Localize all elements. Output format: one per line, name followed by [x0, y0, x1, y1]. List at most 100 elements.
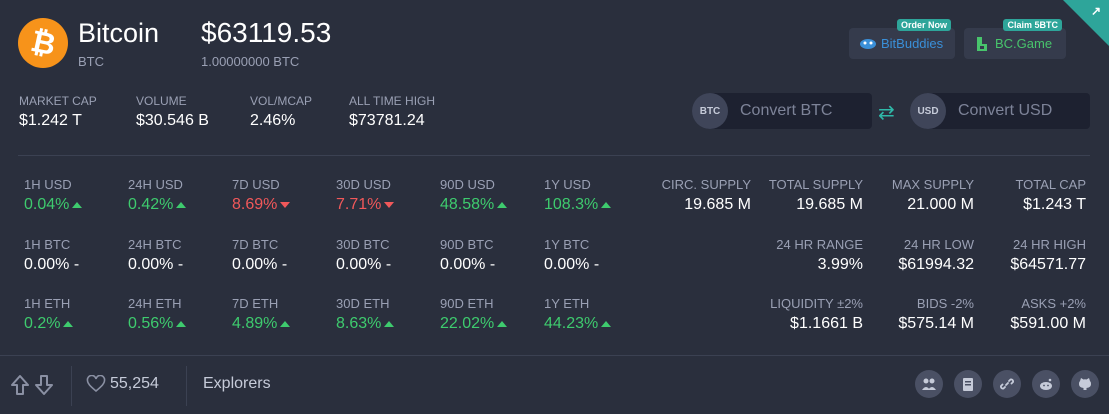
change-1h-eth: 1H ETH 0.2% [24, 296, 74, 333]
change-label: 1Y USD [544, 177, 591, 192]
triangle-down-icon [384, 201, 395, 208]
stat-value: $591.00 M [1010, 315, 1086, 332]
btc-tag: BTC [692, 93, 728, 129]
coin-symbol: BTC [78, 54, 104, 69]
stat-value: $1.243 T [1023, 196, 1086, 213]
stat-label: TOTAL CAP [1015, 177, 1086, 192]
reddit-icon[interactable] [1032, 370, 1060, 398]
swap-arrows-icon[interactable]: ⇄ [878, 102, 895, 124]
partner-label: BC.Game [995, 36, 1053, 51]
change-1h-usd: 1H USD 0.04% [24, 177, 83, 214]
stat-max-supply: MAX SUPPLY 21.000 M [892, 177, 974, 214]
change-value: 0.42% [128, 196, 174, 213]
stat-24hr-low: 24 HR LOW $61994.32 [898, 237, 974, 274]
coin-name: Bitcoin [78, 18, 160, 48]
community-icon[interactable] [915, 370, 943, 398]
stat-label: MARKET CAP [19, 94, 97, 108]
change-24h-eth: 24H ETH 0.56% [128, 296, 187, 333]
price-btc: 1.00000000 BTC [201, 54, 300, 69]
change-1y-eth: 1Y ETH 44.23% [544, 296, 612, 333]
change-90d-usd: 90D USD 48.58% [440, 177, 508, 214]
stat-24hr-high: 24 HR HIGH $64571.77 [1010, 237, 1086, 274]
stat-value: 3.99% [817, 256, 863, 273]
change-1y-usd: 1Y USD 108.3% [544, 177, 612, 214]
convert-usd-field: USD [910, 93, 1090, 129]
bitcoin-logo-icon: ₿ [18, 18, 68, 68]
change-value: 22.02% [440, 315, 495, 332]
change-label: 24H BTC [128, 237, 182, 252]
stat-asks: ASKS +2% $591.00 M [1010, 296, 1086, 333]
stat-label: ALL TIME HIGH [349, 94, 436, 108]
change-value: 8.63% [336, 315, 382, 332]
change-30d-btc: 30D BTC 0.00% - [336, 237, 391, 274]
triangle-up-icon [601, 320, 612, 327]
change-label: 1H BTC [24, 237, 71, 252]
convert-usd-input[interactable] [946, 101, 1090, 121]
change-value: 0.00% - [232, 256, 288, 273]
change-1y-btc: 1Y BTC 0.00% - [544, 237, 599, 274]
explorers-dropdown[interactable]: Explorers [203, 375, 271, 392]
stat-value: 19.685 M [684, 196, 751, 213]
change-label: 7D USD [232, 177, 280, 192]
partner-bcgame-button[interactable]: Claim 5BTC BC.Game [964, 19, 1066, 59]
change-label: 24H USD [128, 177, 183, 192]
change-value: 0.00% - [128, 256, 184, 273]
link-icon[interactable] [993, 370, 1021, 398]
triangle-up-icon [497, 320, 508, 327]
like-count: 55,254 [110, 375, 159, 392]
change-value: 0.00% - [544, 256, 600, 273]
bcgame-logo-icon [977, 36, 987, 51]
stat-label: 24 HR HIGH [1013, 237, 1086, 252]
arrow-up-right-icon[interactable]: ↗ [1090, 4, 1101, 18]
downvote-arrow-icon[interactable] [34, 374, 54, 396]
change-label: 90D USD [440, 177, 495, 192]
change-7d-usd: 7D USD 8.69% [232, 177, 291, 214]
whitepaper-icon[interactable] [954, 370, 982, 398]
upvote-arrow-icon[interactable] [10, 374, 30, 396]
change-7d-btc: 7D BTC 0.00% - [232, 237, 287, 274]
change-value: 7.71% [336, 196, 382, 213]
stat-liquidity: LIQUIDITY ±2% $1.1661 B [770, 296, 863, 333]
change-label: 90D BTC [440, 237, 494, 252]
change-value: 108.3% [544, 196, 599, 213]
change-value: 4.89% [232, 315, 278, 332]
change-7d-eth: 7D ETH 4.89% [232, 296, 291, 333]
divider [18, 155, 1090, 156]
stat-value: $73781.24 [349, 112, 425, 129]
stat-circ-supply: CIRC. SUPPLY 19.685 M [662, 177, 751, 214]
change-90d-btc: 90D BTC 0.00% - [440, 237, 495, 274]
change-label: 1H USD [24, 177, 72, 192]
stat-label: TOTAL SUPPLY [768, 177, 863, 192]
stat-value: $64571.77 [1010, 256, 1086, 273]
change-label: 30D ETH [336, 296, 390, 311]
footer-separator [186, 366, 187, 406]
stat-label: BIDS -2% [916, 296, 974, 311]
partner-badge: Claim 5BTC [1003, 19, 1062, 31]
stat-24hr-range: 24 HR RANGE 3.99% [776, 237, 863, 274]
convert-btc-input[interactable] [728, 101, 872, 121]
change-30d-usd: 30D USD 7.71% [336, 177, 395, 214]
change-label: 1Y ETH [544, 296, 590, 311]
triangle-up-icon [72, 201, 83, 208]
usd-tag: USD [910, 93, 946, 129]
stat-value: 2.46% [250, 112, 296, 129]
triangle-up-icon [601, 201, 612, 208]
change-label: 7D ETH [232, 296, 279, 311]
like-button[interactable]: 55,254 [86, 375, 159, 393]
change-value: 0.00% - [336, 256, 392, 273]
corner-link-button[interactable] [1063, 0, 1109, 46]
triangle-up-icon [497, 201, 508, 208]
stat-label: VOL/MCAP [250, 94, 313, 108]
stat-value: $30.546 B [136, 112, 209, 129]
stat-label: CIRC. SUPPLY [661, 177, 751, 192]
change-30d-eth: 30D ETH 8.63% [336, 296, 395, 333]
partner-bitbuddies-button[interactable]: Order Now BitBuddies [849, 19, 955, 59]
change-value: 0.00% - [24, 256, 80, 273]
change-24h-btc: 24H BTC 0.00% - [128, 237, 183, 274]
stat-bids: BIDS -2% $575.14 M [898, 296, 974, 333]
change-label: 24H ETH [128, 296, 182, 311]
github-icon[interactable] [1071, 370, 1099, 398]
stat-label: VOLUME [136, 94, 187, 108]
stat-label: ASKS +2% [1021, 296, 1086, 311]
